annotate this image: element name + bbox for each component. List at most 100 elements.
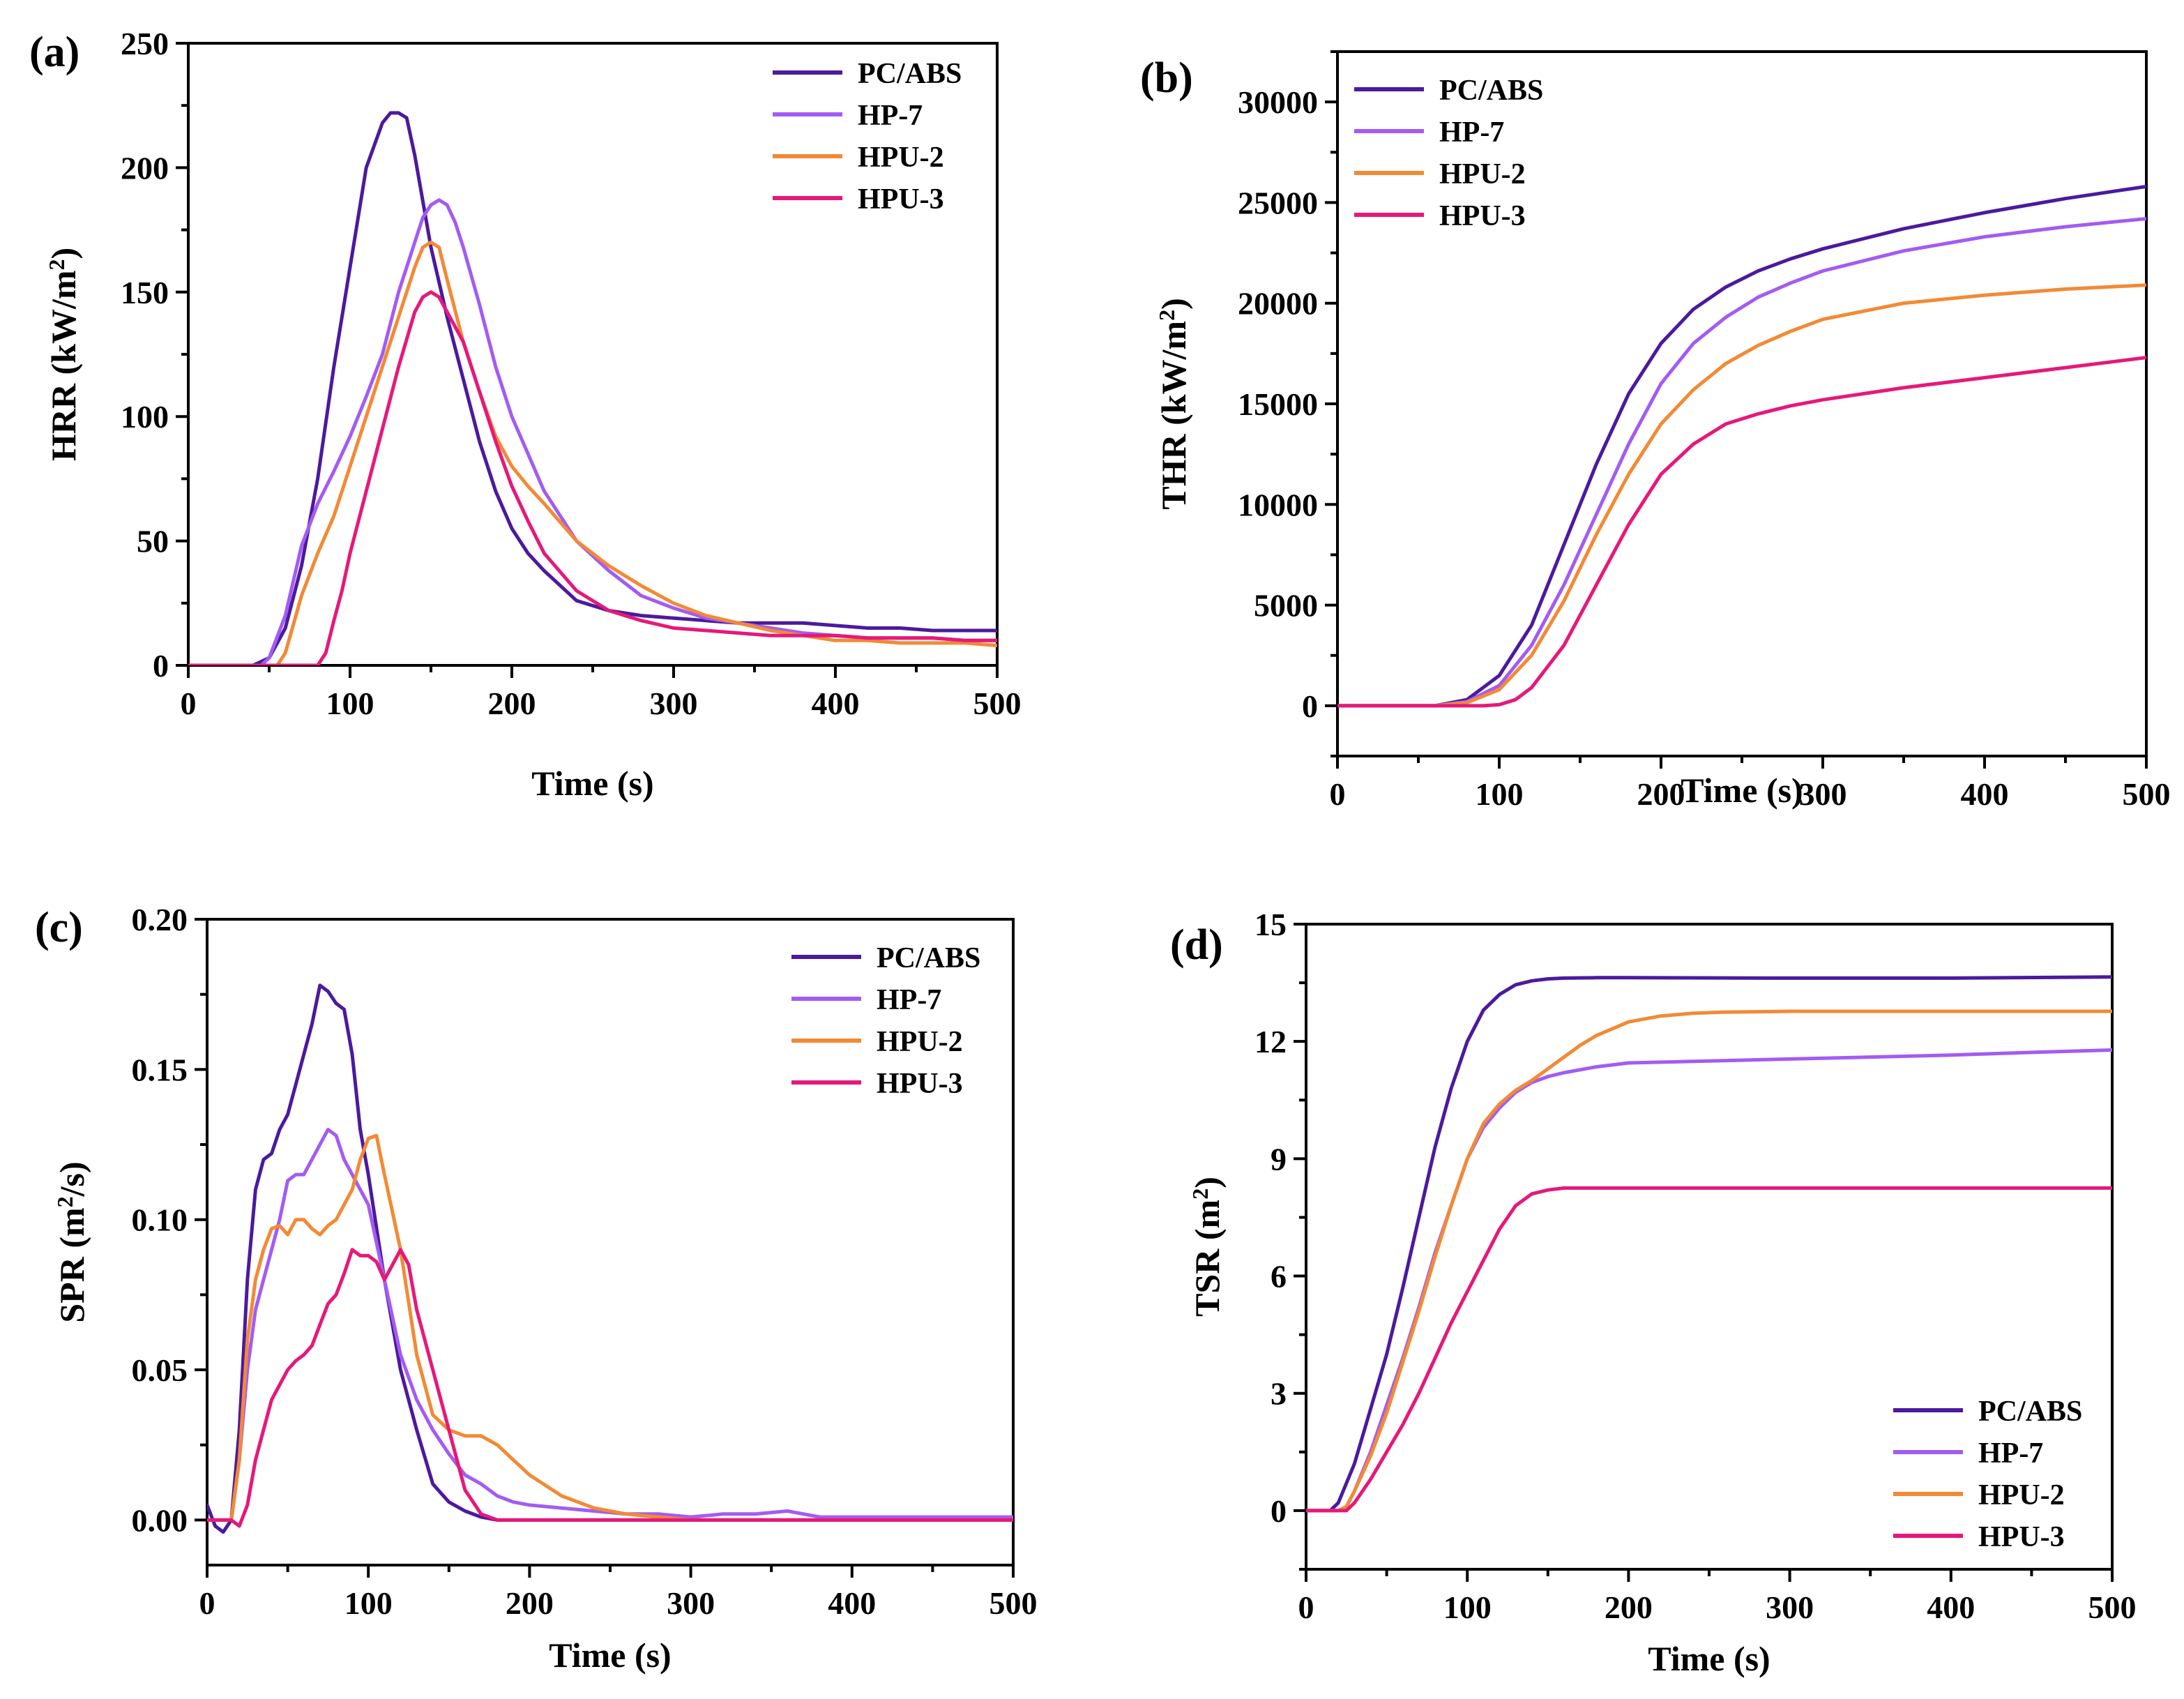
y-tick-label: 6 xyxy=(1271,1259,1287,1294)
y-tick-label: 12 xyxy=(1254,1024,1287,1059)
series-group xyxy=(1306,975,2112,1513)
series-line-pc-abs xyxy=(188,111,997,665)
series-group xyxy=(207,983,1013,1534)
x-tick-label: 400 xyxy=(812,686,860,721)
y-axis-title: SPR (m2/s) xyxy=(52,1161,91,1322)
legend-label: PC/ABS xyxy=(858,58,962,90)
legend: PC/ABS HP-7 HPU-2 HPU-3 xyxy=(1893,1396,2082,1553)
series-line-hp-7 xyxy=(1337,217,2146,708)
y-tick-label: 20000 xyxy=(1238,286,1318,322)
series-line-hpu-3 xyxy=(1337,356,2146,708)
x-tick-label: 300 xyxy=(1766,1589,1814,1625)
x-tick-label: 500 xyxy=(2088,1589,2137,1625)
x-tick-label: 300 xyxy=(1799,776,1847,812)
x-tick-label: 300 xyxy=(667,1585,715,1621)
y-axis-title: HRR (kW/m2) xyxy=(44,248,83,461)
x-tick-label: 100 xyxy=(344,1585,393,1621)
legend-label: HPU-3 xyxy=(877,1068,963,1100)
panel-label: (c) xyxy=(35,904,83,951)
legend: PC/ABS HP-7 HPU-2 HPU-3 xyxy=(1354,75,1543,232)
y-tick-label: 15000 xyxy=(1238,386,1318,422)
x-tick-label: 0 xyxy=(181,686,197,721)
legend-label: PC/ABS xyxy=(877,942,980,974)
x-tick-label: 500 xyxy=(973,686,1022,721)
x-tick-label: 0 xyxy=(1298,1589,1314,1625)
legend-label: HP-7 xyxy=(877,984,941,1016)
x-tick-label: 400 xyxy=(1927,1589,1975,1625)
legend-label: HPU-3 xyxy=(1439,200,1526,232)
x-tick-label: 0 xyxy=(1330,776,1346,812)
series-line-hpu-3 xyxy=(1306,1186,2112,1513)
series-line-hp-7 xyxy=(188,198,997,665)
x-tick-label: 0 xyxy=(199,1585,215,1621)
x-axis-title: Time (s) xyxy=(549,1636,671,1675)
y-tick-label: 0.00 xyxy=(132,1502,188,1538)
x-axis-title: Time (s) xyxy=(531,764,653,803)
legend-label: HPU-2 xyxy=(1439,158,1526,190)
legend-label: HPU-3 xyxy=(858,183,944,216)
y-tick-label: 100 xyxy=(121,399,169,435)
panel-label: (b) xyxy=(1140,54,1193,102)
legend-label: HP-7 xyxy=(858,100,923,132)
x-tick-label: 400 xyxy=(828,1585,876,1621)
legend-label: HP-7 xyxy=(1439,116,1504,149)
panel-label: (a) xyxy=(29,29,79,76)
series-line-pc-abs xyxy=(1306,975,2112,1513)
series-line-hpu-2 xyxy=(1306,1009,2112,1513)
y-tick-label: 150 xyxy=(121,275,169,310)
x-tick-label: 500 xyxy=(2123,776,2171,812)
legend-label: PC/ABS xyxy=(1978,1396,2082,1428)
x-tick-label: 100 xyxy=(1443,1589,1492,1625)
legend-label: HPU-2 xyxy=(877,1026,963,1058)
panel-label: (d) xyxy=(1170,921,1223,969)
y-tick-label: 200 xyxy=(121,150,169,186)
series-line-hpu-2 xyxy=(1337,283,2146,708)
y-tick-label: 3 xyxy=(1271,1376,1287,1412)
series-line-hpu-2 xyxy=(207,1133,1013,1522)
series-line-hpu-3 xyxy=(188,290,997,665)
x-tick-label: 100 xyxy=(326,686,374,721)
y-tick-label: 30000 xyxy=(1238,84,1318,120)
y-tick-label: 0.05 xyxy=(132,1352,188,1388)
y-tick-label: 5000 xyxy=(1254,588,1318,624)
plot-frame xyxy=(1336,50,2148,757)
x-tick-label: 500 xyxy=(989,1585,1038,1621)
legend-label: HPU-3 xyxy=(1978,1521,2065,1553)
legend: PC/ABS HP-7 HPU-2 HPU-3 xyxy=(791,942,980,1100)
legend-label: HPU-2 xyxy=(858,142,944,174)
y-tick-label: 15 xyxy=(1254,907,1287,942)
y-tick-label: 0.10 xyxy=(132,1202,188,1238)
x-tick-label: 300 xyxy=(650,686,698,721)
chart-panel-a: 0 100 200 300 400 500 0 50 100 150 200 250 Time (s) H… xyxy=(29,26,1022,803)
y-tick-label: 50 xyxy=(137,524,169,559)
legend: PC/ABS HP-7 HPU-2 HPU-3 xyxy=(773,58,962,216)
x-tick-label: 400 xyxy=(1961,776,2009,812)
y-axis-title: TSR (m2) xyxy=(1188,1177,1227,1317)
x-axis-title: Time (s) xyxy=(1648,1639,1770,1678)
legend-label: HPU-2 xyxy=(1978,1479,2065,1511)
series-line-pc-abs xyxy=(1337,184,2146,708)
x-tick-label: 200 xyxy=(506,1585,554,1621)
series-line-hpu-3 xyxy=(207,1248,1013,1528)
series-group xyxy=(188,111,997,665)
y-tick-label: 0 xyxy=(1302,688,1318,724)
y-tick-label: 0 xyxy=(1271,1493,1287,1529)
chart-panel-b: 0 100 200 300 400 500050001000015000200002500… xyxy=(1140,50,2171,812)
series-line-hp-7 xyxy=(207,1128,1013,1522)
x-tick-label: 200 xyxy=(1637,776,1685,812)
y-tick-label: 0 xyxy=(153,648,169,684)
chart-panel-c: 0 100 200 300 400 500 0.00 0.05 0.10 0.15 0.20 Time… xyxy=(35,902,1038,1675)
legend-label: PC/ABS xyxy=(1439,75,1543,107)
x-axis-title: Time (s) xyxy=(1681,771,1803,810)
y-tick-label: 0.15 xyxy=(132,1052,188,1087)
plot-frame xyxy=(1305,923,2114,1571)
y-tick-label: 9 xyxy=(1271,1141,1287,1177)
x-tick-label: 200 xyxy=(1605,1589,1653,1625)
y-tick-label: 10000 xyxy=(1238,487,1318,522)
y-tick-label: 25000 xyxy=(1238,185,1318,220)
series-group xyxy=(1337,184,2146,708)
x-tick-label: 200 xyxy=(488,686,536,721)
y-axis-title: THR (kW/m2) xyxy=(1154,298,1193,510)
y-tick-label: 250 xyxy=(121,26,169,61)
